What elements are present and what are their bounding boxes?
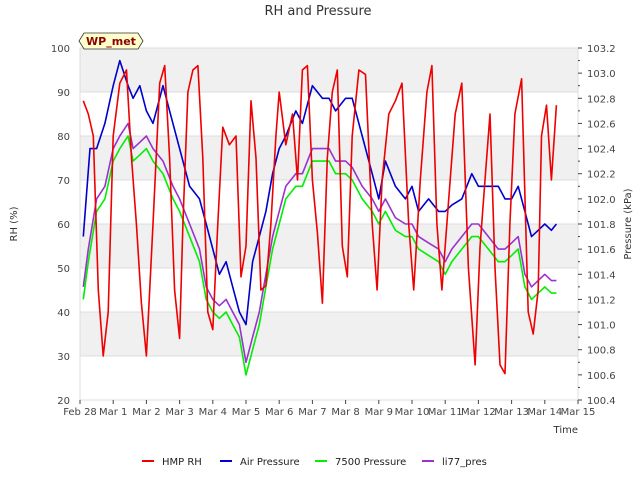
x-tick-label: Mar 8 (331, 407, 359, 418)
y2-tick-label: 100.8 (587, 346, 616, 357)
legend-label: 7500 Pressure (335, 457, 406, 468)
legend-label: HMP RH (162, 457, 202, 468)
x-tick-label: Mar 11 (428, 407, 463, 418)
y2-tick-label: 103.2 (587, 44, 616, 55)
legend-label: li77_pres (442, 457, 487, 468)
x-tick-label: Mar 14 (527, 407, 562, 418)
y2-tick-label: 101.6 (587, 245, 616, 256)
station-badge: WP_met (78, 32, 144, 50)
grid-band (80, 268, 578, 312)
x-tick-label: Mar 4 (199, 407, 227, 418)
x-tick-label: Mar 10 (395, 407, 430, 418)
x-axis-ticks: Feb 28 Mar 1 Mar 2 Mar 3 Mar 4 Mar 5 Mar 6 Mar … (63, 400, 595, 418)
legend-label: Air Pressure (240, 457, 300, 468)
y-tick-label: 20 (57, 396, 70, 407)
y-tick-label: 60 (57, 220, 70, 231)
x-tick-label: Mar 1 (99, 407, 127, 418)
badge-shape (78, 32, 144, 50)
y2-tick-label: 102.0 (587, 195, 616, 206)
legend: HMP RH Air Pressure 7500 Pressure li77_pres (142, 457, 487, 468)
x-tick-label: Mar 15 (561, 407, 596, 418)
x-tick-label: Mar 2 (132, 407, 160, 418)
y2-tick-label: 100.6 (587, 371, 616, 382)
series-line-hmp-rh (82, 64, 558, 375)
series-layer (82, 59, 558, 376)
grid-band (80, 48, 578, 92)
y2-axis-title: Pressure (kPa) (623, 188, 634, 259)
x-tick-label: Mar 5 (232, 407, 260, 418)
y2-tick-label: 103.0 (587, 69, 616, 80)
x-tick-label: Mar 6 (265, 407, 293, 418)
y-tick-label: 90 (57, 88, 70, 99)
y2-tick-label: 100.4 (587, 396, 616, 407)
y2-tick-label: 101.2 (587, 295, 616, 306)
grid-band (80, 356, 578, 400)
x-tick-label: Mar 7 (298, 407, 326, 418)
chart-title: RH and Pressure (264, 4, 371, 19)
right-axis-ticks: 100.4 100.6 100.8 101.0 101.2 101.4 101.6 101.8… (578, 44, 616, 407)
x-tick-label: Mar 3 (165, 407, 193, 418)
x-tick-label: Mar 12 (461, 407, 496, 418)
y-tick-label: 30 (57, 352, 70, 363)
y2-tick-label: 102.8 (587, 94, 616, 105)
badge-label: WP_met (86, 35, 136, 48)
y-tick-label: 50 (57, 264, 70, 275)
y2-tick-label: 102.4 (587, 145, 616, 156)
y2-tick-label: 101.8 (587, 220, 616, 231)
y2-tick-label: 101.0 (587, 321, 616, 332)
x-tick-label: Feb 28 (63, 407, 97, 418)
grid-band (80, 312, 578, 356)
y-tick-label: 100 (51, 44, 70, 55)
y-tick-label: 70 (57, 176, 70, 187)
x-axis-title: Time (553, 425, 578, 436)
x-tick-label: Mar 9 (365, 407, 393, 418)
y-axis-title: RH (%) (9, 206, 20, 241)
y-tick-label: 80 (57, 132, 70, 143)
y2-tick-label: 101.4 (587, 270, 616, 281)
x-tick-label: Mar 13 (494, 407, 529, 418)
grid-band (80, 180, 578, 224)
left-axis-ticks: 20 30 40 50 60 70 80 90 100 (51, 44, 70, 407)
background-bands (80, 48, 578, 400)
y2-tick-label: 102.2 (587, 170, 616, 181)
y-tick-label: 40 (57, 308, 70, 319)
y2-tick-label: 102.6 (587, 119, 616, 130)
